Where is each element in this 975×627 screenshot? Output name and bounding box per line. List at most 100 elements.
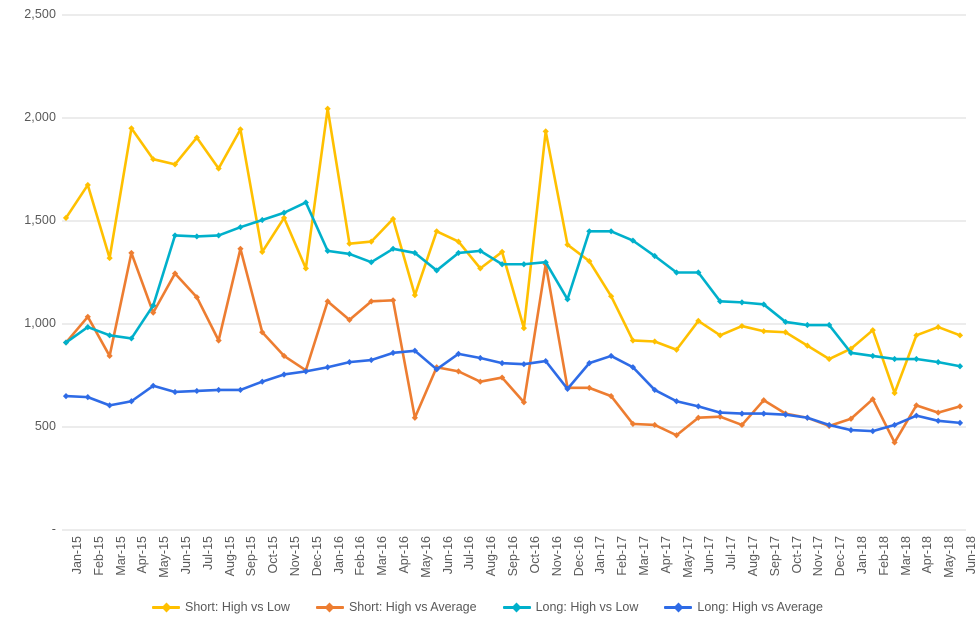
x-axis-tick-label: May-17 <box>680 536 695 578</box>
data-point-marker <box>760 397 767 404</box>
data-point-marker <box>302 199 309 206</box>
x-axis-tick-label: May-18 <box>942 536 957 578</box>
data-point-marker <box>956 403 964 410</box>
legend-label: Short: High vs Low <box>185 600 290 614</box>
data-point-marker <box>433 228 440 235</box>
x-axis-tick-label: Nov-16 <box>549 536 564 577</box>
data-point-marker <box>411 347 418 354</box>
data-point-marker <box>956 363 964 370</box>
data-point-marker <box>738 322 746 330</box>
data-point-marker <box>237 245 244 252</box>
legend-item[interactable]: Short: High vs Average <box>315 600 477 614</box>
data-point-marker <box>629 337 637 344</box>
data-point-marker <box>477 354 484 362</box>
data-point-marker <box>171 161 179 168</box>
x-axis-tick-label: Jan-18 <box>854 536 869 575</box>
series-line <box>64 349 962 433</box>
data-point-marker <box>106 402 113 409</box>
x-axis-tick-label: Feb-16 <box>353 536 368 576</box>
x-axis-tick-label: Feb-17 <box>615 536 630 576</box>
data-point-marker <box>760 410 767 417</box>
data-point-marker <box>738 299 746 306</box>
x-axis-tick-label: Sep-17 <box>767 536 782 577</box>
data-point-marker <box>564 385 571 392</box>
data-point-marker <box>368 356 375 364</box>
data-point-marker <box>477 265 484 272</box>
data-point-marker <box>717 298 724 305</box>
data-point-marker <box>651 338 658 345</box>
legend-swatch-icon <box>152 601 181 613</box>
data-point-marker <box>913 412 920 419</box>
data-point-marker <box>106 332 113 339</box>
y-axis-tick-label: 1,000 <box>24 316 56 330</box>
x-axis-tick-label: May-15 <box>157 536 172 578</box>
data-point-marker <box>150 156 157 163</box>
data-point-marker <box>128 398 135 405</box>
data-point-marker <box>62 214 70 222</box>
y-axis-tick-label: 1,500 <box>24 213 56 227</box>
data-point-marker <box>411 249 418 257</box>
data-point-marker <box>673 398 680 405</box>
x-axis-tick-label: Jun-16 <box>440 536 455 575</box>
data-point-marker <box>608 352 615 360</box>
data-point-marker <box>826 421 833 429</box>
data-point-marker <box>629 237 637 244</box>
x-axis-tick-label: Aug-17 <box>745 536 760 577</box>
x-axis-tick-label: Dec-17 <box>833 536 848 577</box>
data-point-marker <box>150 382 157 389</box>
legend-item[interactable]: Long: High vs Low <box>502 600 639 614</box>
x-axis-tick-label: Jul-16 <box>462 536 477 571</box>
legend-swatch-icon <box>502 601 531 613</box>
data-point-marker <box>193 294 200 301</box>
data-point-marker <box>608 228 615 235</box>
data-point-marker <box>956 419 964 426</box>
data-point-marker <box>368 238 375 245</box>
data-point-marker <box>673 269 680 276</box>
data-point-marker <box>106 254 113 262</box>
data-point-marker <box>150 309 157 316</box>
data-point-marker <box>891 439 898 446</box>
data-point-marker <box>84 313 91 320</box>
data-point-marker <box>782 411 789 418</box>
y-axis-tick-label: 2,000 <box>24 110 56 124</box>
data-point-marker <box>542 259 549 266</box>
y-axis: - 500 1,000 1,500 2,000 2,500 <box>0 0 56 540</box>
gridlines <box>62 14 966 531</box>
y-axis-tick-label: - <box>51 522 56 536</box>
data-point-marker <box>826 355 833 363</box>
data-point-marker <box>455 238 462 245</box>
x-axis-tick-label: Mar-15 <box>113 536 128 576</box>
data-point-marker <box>564 241 571 248</box>
data-point-marker <box>455 249 462 257</box>
data-series-layer <box>62 105 964 446</box>
data-point-marker <box>477 247 484 254</box>
data-point-marker <box>259 216 266 224</box>
data-point-marker <box>804 414 811 421</box>
data-point-marker <box>498 261 506 268</box>
data-point-marker <box>891 389 898 397</box>
legend-label: Long: High vs Low <box>535 600 639 614</box>
data-point-marker <box>869 428 876 435</box>
series-line <box>64 247 962 444</box>
legend-label: Long: High vs Average <box>697 600 823 614</box>
data-point-marker <box>128 125 135 132</box>
data-point-marker <box>935 409 942 416</box>
data-point-marker <box>389 245 397 252</box>
data-point-marker <box>717 413 724 420</box>
data-point-marker <box>346 359 353 366</box>
data-point-marker <box>193 387 200 395</box>
legend-swatch-icon <box>315 601 344 613</box>
data-point-marker <box>498 360 506 367</box>
data-point-marker <box>215 386 222 394</box>
data-point-marker <box>629 420 637 428</box>
data-point-marker <box>193 233 200 240</box>
data-point-marker <box>651 252 658 260</box>
data-point-marker <box>280 371 288 378</box>
legend-item[interactable]: Short: High vs Low <box>152 600 290 614</box>
x-axis-tick-label: Jan-15 <box>70 536 84 575</box>
series-1 <box>62 105 964 397</box>
x-axis-tick-label: Mar-17 <box>636 536 651 576</box>
legend-item[interactable]: Long: High vs Average <box>664 600 823 614</box>
data-point-marker <box>215 165 222 172</box>
legend-diamond-marker-icon <box>673 602 684 613</box>
